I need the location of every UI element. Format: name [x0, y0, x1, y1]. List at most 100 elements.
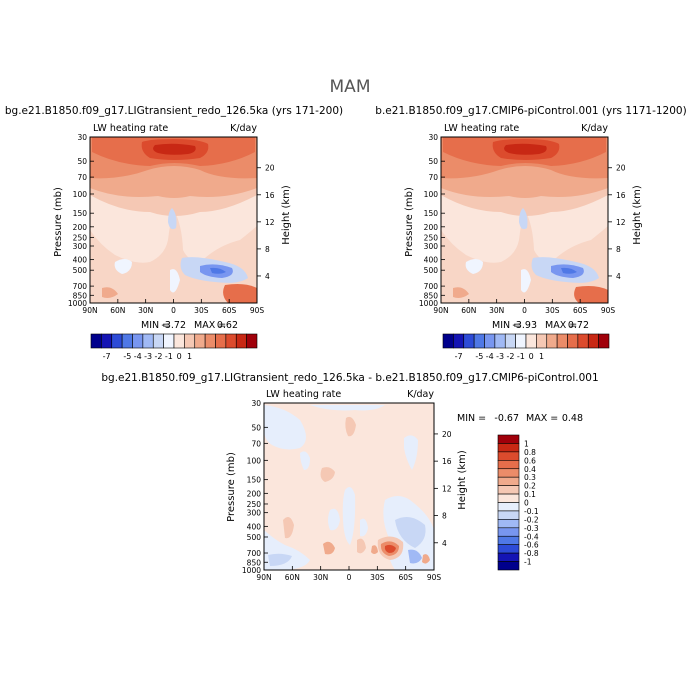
y2-tick-label: 4 — [442, 539, 447, 548]
y2-tick-label: 12 — [265, 218, 275, 227]
y-tick-label: 150 — [73, 209, 88, 218]
y2-tick-label: 20 — [265, 164, 275, 173]
colorbar-label: 0.3 — [524, 473, 536, 482]
y-axis-label: Pressure (mb) — [53, 187, 64, 257]
x-tick-label: 60S — [573, 306, 588, 315]
colorbar-swatch — [497, 485, 520, 495]
y-tick-label: 400 — [247, 522, 262, 531]
y2-axis-label: Height (km) — [281, 185, 292, 245]
y-tick-label: 30 — [428, 133, 438, 142]
colorbar-label: -1 — [517, 352, 525, 361]
colorbar-swatch — [215, 333, 227, 349]
x-axis-ticks: 90N 60N 30N 0 30S 60S 90S — [433, 299, 615, 315]
colorbar-swatch — [497, 510, 520, 520]
x-tick-label: 0 — [347, 573, 352, 582]
colorbar-swatch — [504, 333, 516, 349]
y-tick-label: 500 — [424, 266, 439, 275]
y-tick-label: 70 — [251, 439, 261, 448]
y-tick-label: 50 — [251, 423, 261, 432]
colorbar-label: -0.6 — [524, 541, 539, 550]
colorbar-swatch — [567, 333, 579, 349]
y-tick-label: 100 — [247, 456, 262, 465]
colorbar-swatch — [111, 333, 123, 349]
x-tick-label: 90S — [427, 573, 442, 582]
colorbar-swatch — [497, 460, 520, 470]
max-value: 0.62 — [217, 320, 238, 331]
colorbar-label: -0.1 — [524, 507, 539, 516]
colorbar-label: -1 — [524, 558, 532, 567]
colorbar-label: -0.8 — [524, 549, 539, 558]
colorbar-swatch — [497, 552, 520, 562]
colorbar-diff: 10.80.60.40.30.20.10-0.1-0.2-0.3-0.4-0.6… — [497, 434, 539, 571]
x-tick-label: 0 — [171, 306, 176, 315]
y-tick-label: 50 — [428, 157, 438, 166]
y2-tick-label: 8 — [265, 245, 270, 254]
y-tick-label: 700 — [424, 282, 439, 291]
colorbar-swatch — [598, 333, 610, 349]
colorbar-swatch — [525, 333, 537, 349]
panel-case-title: b.e21.B1850.f09_g17.CMIP6-piControl.001 … — [375, 105, 686, 117]
colorbar-label: 1 — [187, 352, 192, 361]
y2-axis-label: Height (km) — [632, 185, 643, 245]
y-tick-label: 500 — [73, 266, 88, 275]
y-tick-label: 100 — [424, 190, 439, 199]
panel-pi-control: b.e21.B1850.f09_g17.CMIP6-piControl.001 … — [375, 105, 686, 331]
y2-tick-label: 20 — [616, 164, 626, 173]
y-tick-label: 250 — [73, 233, 88, 242]
colorbar-swatch — [515, 333, 527, 349]
min-label: MIN = — [492, 320, 521, 331]
y-tick-label: 500 — [247, 533, 262, 542]
max-label: MAX = — [526, 413, 558, 424]
colorbar-swatch — [473, 333, 485, 349]
y-tick-label: 300 — [73, 242, 88, 251]
y-tick-label: 700 — [73, 282, 88, 291]
y-tick-label: 200 — [424, 223, 439, 232]
max-label: MAX = — [194, 320, 226, 331]
colorbar-swatch — [577, 333, 589, 349]
colorbar-label: -7 — [103, 352, 111, 361]
colorbar-label: 0 — [177, 352, 182, 361]
min-label: MIN = — [141, 320, 170, 331]
x-tick-label: 30N — [313, 573, 328, 582]
panel-difference: bg.e21.B1850.f09_g17.LIGtransient_redo_1… — [101, 372, 598, 582]
y-tick-label: 700 — [247, 549, 262, 558]
colorbar-top: -7 -5 -4 -3 -2 -1 0 1 -7 -5 -4 -3 -2 -1 0 1 — [90, 333, 610, 361]
y-tick-label: 850 — [73, 291, 88, 300]
colorbar-label: -5 — [475, 352, 483, 361]
x-tick-label: 90S — [250, 306, 265, 315]
y2-tick-label: 12 — [616, 218, 626, 227]
colorbar-swatch — [453, 333, 465, 349]
x-tick-label: 60N — [461, 306, 476, 315]
colorbar-label: 1 — [524, 439, 529, 448]
x-tick-label: 90N — [82, 306, 97, 315]
x-tick-label: 60N — [285, 573, 300, 582]
y-axis-label: Pressure (mb) — [404, 187, 415, 257]
colorbar-swatch — [497, 434, 520, 444]
colorbar-swatch — [463, 333, 475, 349]
colorbar-label: -1 — [165, 352, 173, 361]
y-tick-label: 200 — [73, 223, 88, 232]
colorbar-swatch — [497, 544, 520, 554]
colorbar-swatch — [497, 476, 520, 486]
colorbar-label: 0 — [524, 499, 529, 508]
colorbar-swatch — [163, 333, 175, 349]
colorbar-swatch — [132, 333, 144, 349]
panel-variable-label: LW heating rate — [266, 389, 341, 400]
colorbar-label: 0.8 — [524, 448, 536, 457]
y2-tick-label: 4 — [616, 272, 621, 281]
min-value: -3.72 — [161, 320, 186, 331]
colorbar-label: -0.3 — [524, 524, 539, 533]
panel-variable-label: LW heating rate — [444, 123, 519, 134]
x-tick-label: 60S — [399, 573, 414, 582]
colorbar-swatch — [121, 333, 133, 349]
colorbar-label: 0.1 — [524, 490, 536, 499]
x-tick-label: 90N — [256, 573, 271, 582]
y2-tick-label: 16 — [442, 457, 452, 466]
panel-units-label: K/day — [230, 123, 257, 134]
x-tick-label: 0 — [522, 306, 527, 315]
colorbar-swatch — [497, 493, 520, 503]
panel-variable-label: LW heating rate — [93, 123, 168, 134]
